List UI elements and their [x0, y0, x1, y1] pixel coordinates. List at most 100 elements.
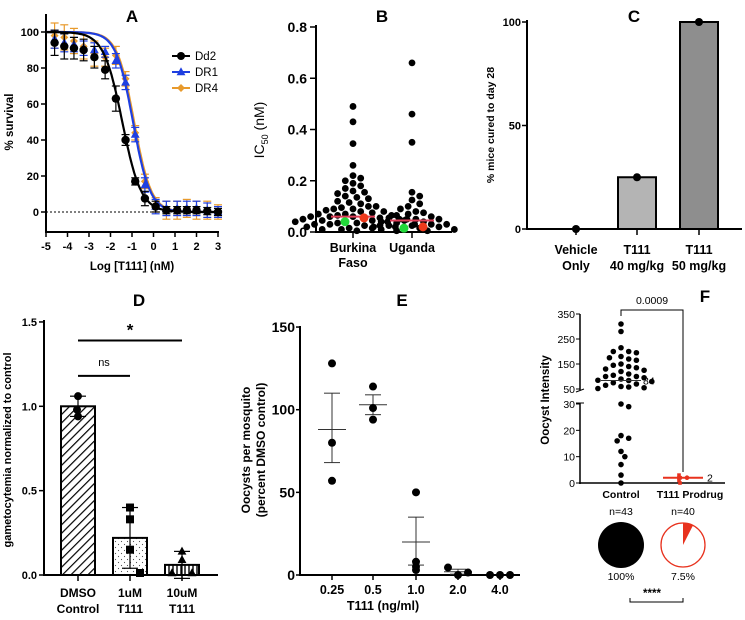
data-point-dd2 [162, 206, 171, 215]
y-tick-label: 40 [27, 135, 39, 147]
panel-title: B [376, 7, 388, 26]
data-point [444, 563, 452, 572]
bar [60, 405, 96, 576]
panel-title: A [126, 7, 138, 26]
legend-label: Dd2 [195, 51, 216, 63]
data-point-prodrug [684, 475, 690, 481]
data-point-control [633, 381, 640, 387]
data-point [328, 438, 336, 447]
data-point [349, 205, 357, 213]
y-label-subscript: 50 [260, 134, 270, 144]
x-tick-label: Burkina [330, 241, 378, 255]
data-point-dd2 [151, 202, 160, 211]
data-point [369, 415, 377, 424]
y-tick-label: 0.4 [288, 122, 308, 138]
x-tick-label: Vehicle [554, 243, 597, 257]
data-point-prodrug [677, 478, 681, 483]
x-tick-label: 10uM [167, 586, 198, 600]
reference-strain-red-point [359, 213, 369, 223]
x-tick-label: 0.5 [364, 583, 381, 597]
y-tick-label: 50 [279, 484, 295, 500]
y-tick-label: 250 [557, 334, 575, 346]
y-tick-label: 150 [272, 319, 296, 335]
legend-marker-dr4 [177, 84, 185, 92]
data-point [361, 222, 368, 229]
data-point-control [602, 373, 609, 380]
data-point [345, 224, 353, 232]
data-point [349, 118, 357, 126]
data-point [357, 174, 365, 182]
data-point [368, 217, 376, 224]
data-point-dd2 [131, 177, 140, 186]
data-point [338, 226, 345, 233]
data-point-dd2 [192, 206, 201, 215]
data-point [334, 219, 341, 227]
data-point [326, 220, 334, 228]
data-point [454, 571, 462, 579]
x-tick-label: 1uM [118, 586, 142, 600]
data-point-control [610, 362, 617, 369]
y-tick-label: 100 [21, 27, 39, 39]
data-point-control [602, 382, 609, 389]
data-point-control [618, 448, 624, 455]
data-point [443, 220, 451, 228]
data-point [385, 222, 393, 229]
data-point [368, 209, 376, 217]
data-point [345, 199, 353, 206]
y-axis-label: gametocytemia normalized to control [2, 353, 14, 548]
data-point-control [618, 368, 624, 375]
data-point-control [618, 344, 624, 351]
data-point-dd2 [60, 42, 69, 51]
data-point [311, 220, 318, 228]
reference-strain-red-point [418, 222, 428, 232]
y-tick-label: 20 [27, 171, 39, 183]
x-tick-label: 4.0 [491, 583, 508, 597]
data-point [341, 192, 349, 200]
y-tick-label: 150 [557, 359, 575, 371]
data-point [303, 223, 311, 231]
x-tick-label: -2 [106, 241, 116, 253]
x-tick-label: -3 [84, 241, 94, 253]
data-point-prodrug [677, 473, 681, 477]
data-point [408, 196, 416, 204]
x-tick-label: Faso [338, 256, 368, 270]
data-point [349, 103, 357, 110]
data-point [334, 197, 341, 205]
n-label: n=40 [671, 506, 695, 518]
y-tick-label: 0.2 [288, 173, 308, 189]
data-point-prodrug [678, 475, 682, 480]
legend-label: DR4 [195, 83, 219, 95]
data-point-dr1 [111, 56, 121, 64]
panel-c: C 0 50 100 % mice cured to day 28 Vehicle Only… [485, 7, 742, 273]
y-tick-label: 350 [557, 309, 575, 321]
data-point-prodrug [678, 481, 682, 485]
y-tick-label: 0.5 [22, 486, 37, 498]
data-point [393, 227, 400, 235]
data-point [338, 204, 345, 212]
data-point-control [618, 383, 624, 390]
x-tick-label: Only [562, 259, 590, 273]
y-tick-label: 10 [563, 452, 575, 464]
x-tick-label: DMSO [60, 586, 96, 600]
data-point [353, 227, 361, 235]
significance-label: ns [98, 357, 110, 369]
data-point [464, 568, 472, 577]
pie-control [598, 522, 644, 568]
data-point-control [618, 353, 624, 360]
y-axis-label: Oocysts per mosquito [239, 387, 253, 514]
data-point [349, 172, 357, 180]
median-label: 2 [707, 473, 713, 485]
y-tick-label: 0.8 [288, 19, 308, 35]
panel-title: E [396, 291, 407, 310]
data-point [427, 213, 435, 221]
data-point [334, 211, 341, 219]
data-point [334, 190, 341, 197]
data-point [397, 205, 404, 213]
y-tick-label: 100 [503, 17, 521, 29]
x-axis-label: Log [T111] (nM) [90, 261, 175, 273]
x-tick-label: Uganda [389, 241, 436, 255]
data-point-dd2 [111, 94, 121, 103]
data-point-control [618, 472, 624, 478]
y-axis-label: Oocyst Intensity [540, 355, 552, 445]
y-axis-label: IC50 (nM) [251, 102, 270, 159]
